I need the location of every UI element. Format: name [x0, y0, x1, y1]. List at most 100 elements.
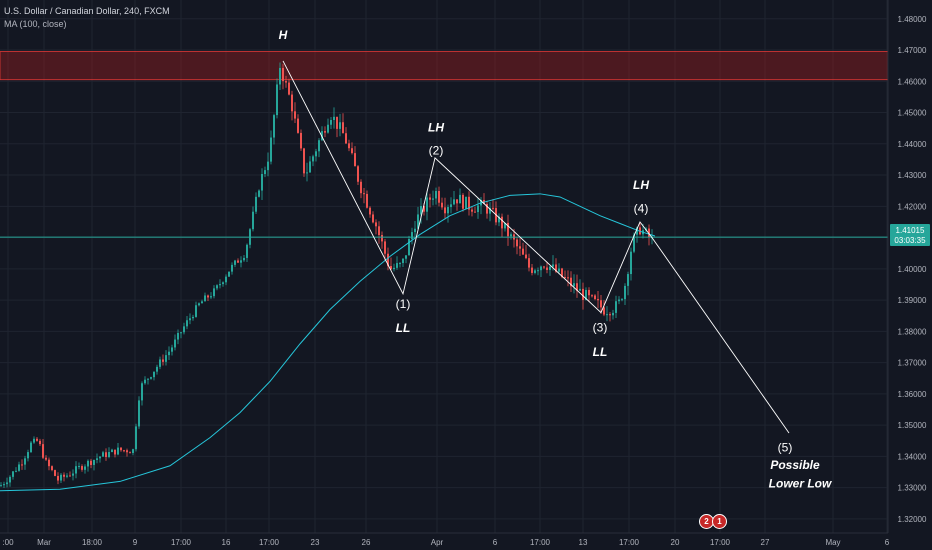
- candle-body: [6, 482, 8, 485]
- price-tick-label: 1.37000: [898, 359, 927, 368]
- candle-body: [282, 67, 284, 82]
- candle-body: [348, 143, 350, 149]
- candle-body: [474, 211, 476, 213]
- candle-body: [477, 205, 479, 213]
- candle-body: [108, 452, 110, 458]
- annotation-label: (5): [778, 441, 793, 455]
- candle-body: [465, 196, 467, 209]
- candle-body: [411, 232, 413, 239]
- candle-body: [48, 459, 50, 467]
- bar-countdown: 03:03:35: [894, 236, 926, 245]
- time-axis[interactable]: :00 Mar 18:00 9 17:00 16 17:00 23 26 Apr 6 17:00 13 1…: [2, 538, 889, 547]
- candle-body: [288, 82, 290, 95]
- price-tick-label: 1.45000: [898, 109, 927, 118]
- price-tick-label: 1.38000: [898, 327, 927, 336]
- candle-body: [279, 67, 281, 85]
- candle-body: [441, 202, 443, 208]
- candle-body: [345, 133, 347, 144]
- time-tick-label: 27: [761, 538, 770, 547]
- candle-body: [366, 193, 368, 208]
- candle-body: [300, 132, 302, 149]
- price-tick-label: 1.48000: [898, 15, 927, 24]
- candle-body: [381, 235, 383, 242]
- candle-body: [9, 476, 11, 483]
- candle-body: [564, 277, 566, 279]
- candle-body: [609, 314, 611, 316]
- candle-body: [519, 246, 521, 249]
- candle-body: [405, 255, 407, 259]
- candle-body: [399, 263, 401, 265]
- current-price-value: 1.41015: [896, 226, 925, 235]
- annotation-label: LH: [428, 120, 444, 134]
- candle-body: [36, 438, 38, 441]
- time-tick-label: 17:00: [171, 538, 192, 547]
- candle-body: [198, 303, 200, 306]
- ma-line: [0, 193, 656, 492]
- candle-body: [12, 471, 14, 477]
- candle-body: [333, 116, 335, 120]
- candle-body: [222, 282, 224, 285]
- indicator-legend[interactable]: MA (100, close): [4, 19, 67, 29]
- candle-body: [90, 460, 92, 465]
- candle-body: [453, 199, 455, 205]
- candle-body: [318, 140, 320, 152]
- candle-body: [174, 339, 176, 348]
- price-tick-label: 1.33000: [898, 484, 927, 493]
- candle-body: [468, 196, 470, 210]
- candle-body: [570, 277, 572, 287]
- candle-body: [390, 266, 392, 270]
- candle-body: [189, 318, 191, 321]
- candle-body: [111, 449, 113, 453]
- candle-body: [21, 464, 23, 466]
- annotation-label: Lower Low: [769, 477, 832, 491]
- candle-body: [456, 199, 458, 204]
- price-tick-label: 1.42000: [898, 202, 927, 211]
- time-tick-label: 23: [311, 538, 320, 547]
- time-tick-label: :00: [2, 538, 14, 547]
- candle-body: [486, 203, 488, 214]
- candle-body: [27, 452, 29, 459]
- candle-body: [339, 122, 341, 129]
- wave-path: [282, 60, 790, 434]
- candle-body: [459, 194, 461, 204]
- candle-body: [354, 153, 356, 167]
- candle-body: [219, 284, 221, 286]
- candle-body: [360, 181, 362, 194]
- candle-body: [306, 172, 308, 174]
- time-tick-label: 13: [579, 538, 588, 547]
- candle-body: [552, 264, 554, 267]
- candle-body: [201, 301, 203, 304]
- annotation-label: (1): [396, 297, 411, 311]
- candle-body: [363, 193, 365, 195]
- candle-body: [588, 289, 590, 296]
- candle-body: [342, 122, 344, 134]
- candle-body: [144, 379, 146, 384]
- candle-body: [450, 204, 452, 208]
- candle-body: [171, 347, 173, 352]
- candle-body: [531, 267, 533, 273]
- candle-body: [606, 314, 608, 316]
- candle-body: [615, 301, 617, 313]
- candle-body: [603, 307, 605, 315]
- candle-body: [225, 276, 227, 283]
- candle-body: [528, 258, 530, 268]
- candle-body: [192, 316, 194, 319]
- economic-event-flag-icon[interactable]: 1: [712, 514, 727, 529]
- candle-body: [627, 274, 629, 286]
- candle-body: [228, 271, 230, 277]
- candle-body: [267, 161, 269, 171]
- candle-body: [516, 239, 518, 247]
- candle-body: [432, 198, 434, 200]
- candle-body: [87, 460, 89, 467]
- candle-body: [618, 299, 620, 302]
- candle-body: [597, 299, 599, 301]
- candle-body: [396, 263, 398, 268]
- candle-body: [72, 473, 74, 476]
- candle-body: [51, 466, 53, 471]
- candle-body: [420, 206, 422, 215]
- candle-body: [417, 214, 419, 229]
- candle-body: [93, 459, 95, 465]
- annotation-label: LH: [633, 178, 649, 192]
- candle-body: [234, 260, 236, 265]
